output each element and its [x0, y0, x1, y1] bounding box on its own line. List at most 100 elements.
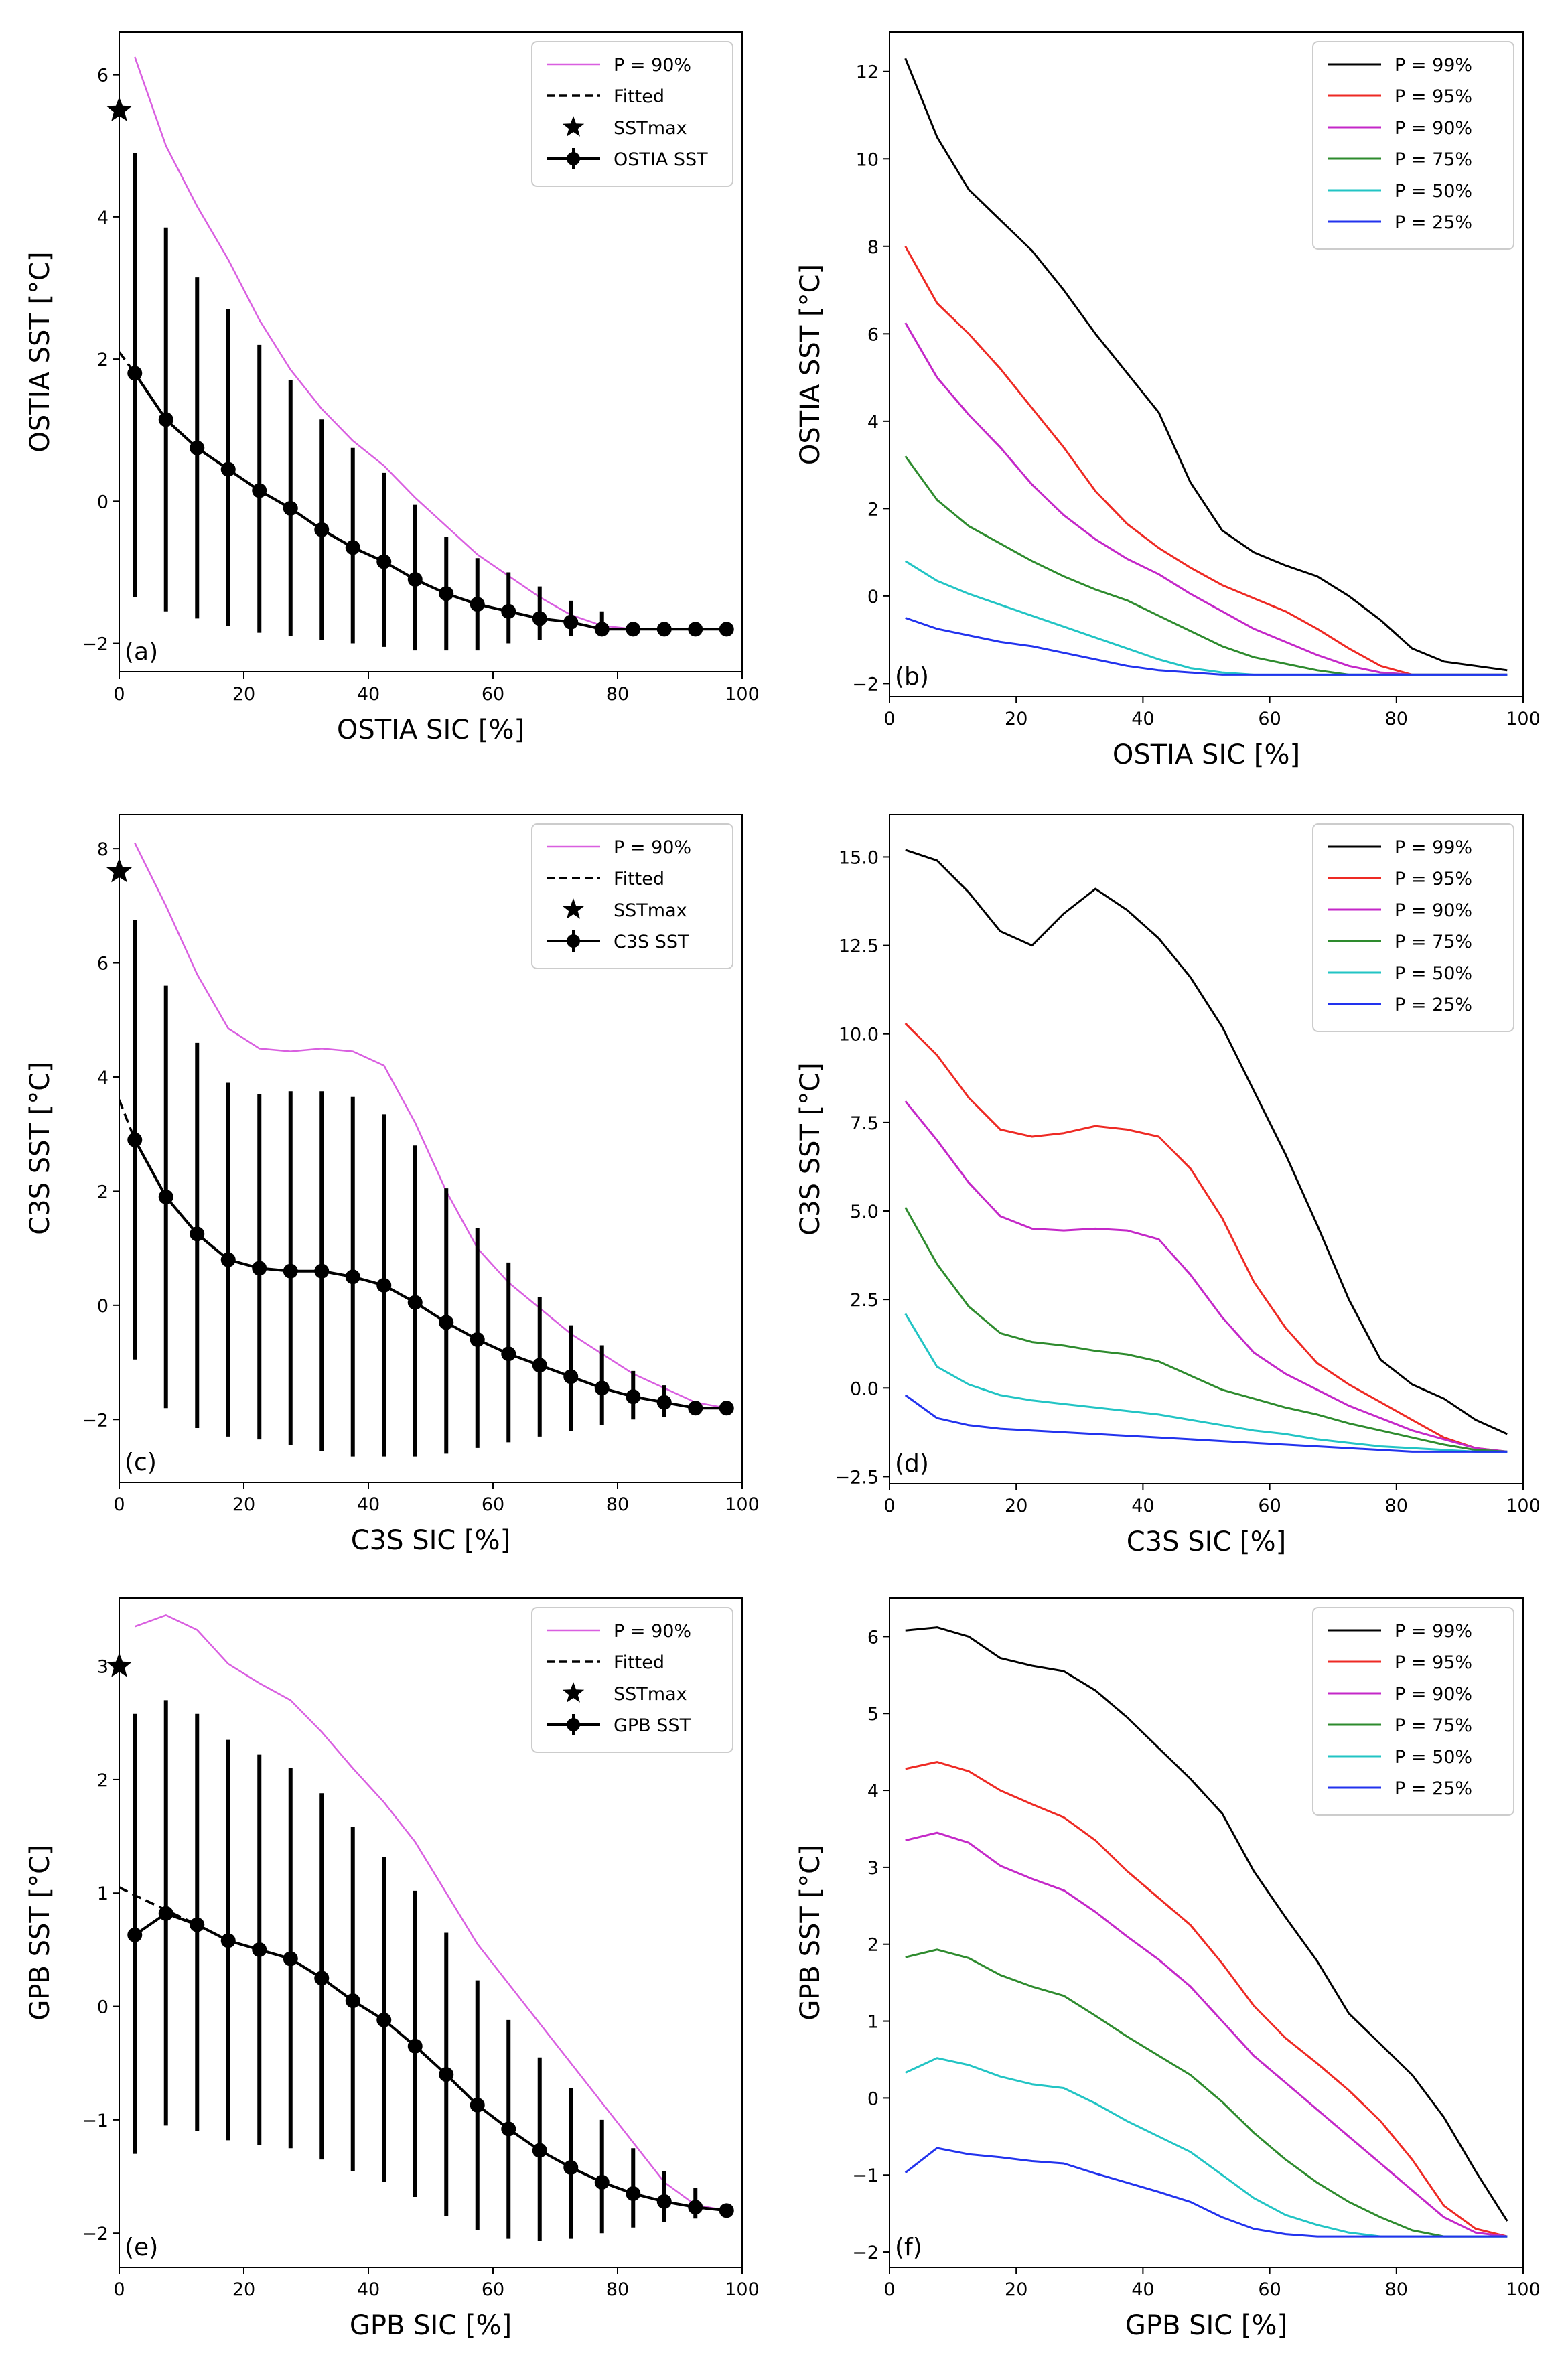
x-tick-label: 100 [1506, 709, 1541, 729]
mean-sst-line [134, 1912, 727, 2212]
mean-sst-point [345, 1269, 360, 1285]
x-tick-label: 80 [1385, 1496, 1408, 1516]
mean-sst-point [719, 2203, 734, 2218]
legend-errorbar-marker [567, 1718, 580, 1731]
x-tick-label: 60 [1258, 1496, 1281, 1516]
axes-frame [119, 814, 743, 1483]
y-tick-label: 0.0 [850, 1378, 879, 1399]
panel-label: (e) [125, 2234, 158, 2261]
chart-panel-0: 0 20 40 60 80 100 −2 0 2 4 6 OSTIA SIC [%] OSTIA SST… [25, 31, 760, 745]
mean-sst-point [656, 1395, 672, 1410]
x-axis-label: OSTIA SIC [%] [337, 715, 524, 745]
legend: P = 90% Fitted SSTmax GPB SST [531, 1607, 733, 1753]
mean-sst-point [190, 1917, 205, 1932]
mean-sst-point [719, 1401, 734, 1416]
y-tick-label: 0 [97, 1997, 109, 2018]
axes-frame [889, 814, 1524, 1484]
y-tick-label: −1 [82, 2111, 109, 2131]
y-tick-label: −2 [82, 1410, 109, 1431]
y-tick-label: 3 [97, 1657, 109, 1678]
y-tick-label: 10.0 [839, 1025, 879, 1046]
mean-sst-point [345, 540, 360, 555]
y-tick-label: 4 [97, 1068, 109, 1088]
y-tick-label: −2 [852, 2242, 879, 2263]
mean-sst-point [594, 622, 610, 637]
chart-panel-3: 0 20 40 60 80 100 −2.5 0.0 2.5 5.0 7.5 10.0 12.5 15.0… [795, 814, 1541, 1557]
x-tick-label: 80 [1385, 2279, 1408, 2300]
x-tick-label: 60 [1258, 2279, 1281, 2300]
legend-label: P = 50% [1395, 963, 1472, 984]
legend-label: Fitted [614, 86, 664, 107]
x-tick-label: 0 [113, 684, 125, 705]
mean-sst-point [407, 2038, 423, 2054]
y-tick-label: 6 [97, 66, 109, 86]
mean-sst-line [133, 372, 727, 631]
mean-sst-point [314, 1971, 330, 1986]
mean-sst-point [158, 412, 173, 427]
mean-sst-point [158, 1906, 173, 1921]
mean-sst-point [532, 1358, 547, 1373]
mean-sst-point [532, 2143, 547, 2158]
x-tick-label: 60 [482, 1494, 504, 1515]
y-tick-label: 12.5 [839, 936, 879, 957]
legend: P = 99% P = 95% P = 90% P = 75% P = 50% P = 2… [1312, 1607, 1514, 1816]
panel-label: (f) [895, 2234, 922, 2261]
x-tick-label: 100 [725, 2279, 760, 2300]
x-tick-label: 60 [1258, 709, 1281, 729]
y-axis-label: GPB SST [°C] [25, 1845, 56, 2020]
legend-label: P = 25% [1395, 1778, 1472, 1799]
mean-sst-point [252, 1942, 267, 1957]
series-line-95 [904, 246, 1508, 676]
y-tick-label: 6 [97, 954, 109, 975]
mean-sst-point [376, 1278, 392, 1293]
series-line-90 [904, 1100, 1508, 1453]
axes-frame [889, 31, 1524, 697]
x-tick-label: 100 [1506, 1496, 1541, 1516]
panel-label: (b) [895, 663, 929, 691]
series-line-95 [904, 1022, 1508, 1453]
y-tick-label: 12 [856, 62, 879, 83]
mean-sst-point [532, 611, 547, 626]
x-tick-label: 40 [357, 684, 380, 705]
fitted-line [119, 1886, 727, 2212]
y-tick-label: 8 [867, 237, 879, 258]
mean-sst-point [501, 1346, 516, 1362]
mean-sst-point [127, 366, 143, 381]
mean-sst-point [563, 614, 579, 630]
mean-sst-point [470, 597, 485, 612]
series-line-90 [904, 322, 1508, 676]
mean-sst-point [314, 522, 330, 537]
series-line-99 [904, 58, 1508, 672]
panel-label: (d) [895, 1450, 929, 1478]
x-tick-label: 100 [1506, 2279, 1541, 2300]
legend-label: SSTmax [614, 900, 687, 921]
x-tick-label: 0 [883, 2279, 895, 2300]
series-line-99 [905, 849, 1508, 1435]
legend-label: Fitted [614, 869, 664, 889]
y-tick-label: 4 [97, 208, 109, 228]
legend-box [1312, 1607, 1514, 1816]
mean-sst-point [688, 1401, 703, 1416]
x-tick-label: 60 [482, 2279, 504, 2300]
x-tick-label: 40 [1131, 709, 1154, 729]
y-tick-label: 7.5 [850, 1113, 879, 1134]
mean-sst-point [190, 1226, 205, 1242]
mean-sst-point [688, 622, 703, 637]
mean-sst-point [563, 2159, 579, 2175]
plot-area [119, 1614, 734, 2242]
mean-sst-point [127, 1132, 143, 1147]
plot-area [904, 849, 1508, 1453]
x-tick-label: 20 [232, 2279, 255, 2300]
legend-label: P = 90% [1395, 118, 1472, 139]
mean-sst-point [626, 1389, 641, 1405]
mean-sst-point [407, 1295, 423, 1310]
y-tick-label: 1 [97, 1883, 109, 1904]
mean-sst-point [158, 1189, 173, 1204]
y-tick-label: 2 [97, 350, 109, 370]
plot-area [904, 58, 1508, 676]
series-line-95 [905, 1761, 1508, 2238]
y-tick-label: 2 [97, 1182, 109, 1202]
y-tick-label: −2.5 [835, 1467, 879, 1488]
y-tick-label: −2 [82, 634, 109, 655]
